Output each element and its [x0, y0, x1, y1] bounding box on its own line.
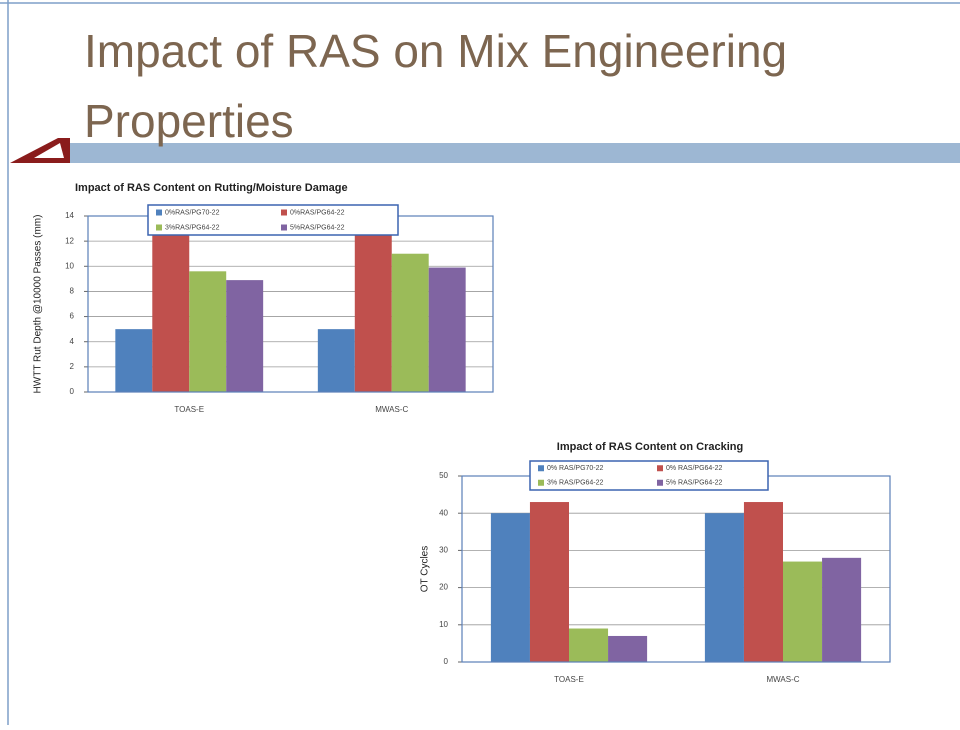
y-tick-label: 50 [439, 471, 448, 480]
x-tick-label: TOAS-E [554, 675, 584, 684]
x-tick-label: MWAS-C [766, 675, 799, 684]
y-tick-label: 30 [439, 546, 448, 555]
legend-label: 5%RAS/PG64-22 [290, 224, 345, 231]
legend-swatch [281, 224, 287, 231]
bar [354, 228, 392, 392]
y-tick-label: 4 [70, 337, 75, 346]
legend-swatch [657, 479, 663, 486]
legend-label: 3% RAS/PG64-22 [547, 480, 604, 487]
legend-swatch [538, 479, 544, 486]
bar [822, 557, 862, 662]
bar [152, 228, 190, 392]
y-tick-label: 10 [65, 261, 74, 270]
legend [147, 204, 399, 236]
legend-swatch [538, 465, 544, 472]
bar [115, 329, 153, 392]
y-tick-label: 2 [70, 362, 75, 371]
bar [569, 628, 609, 662]
legend-swatch [281, 209, 287, 216]
x-tick-label: TOAS-E [174, 405, 204, 414]
legend-label: 0% RAS/PG70-22 [547, 465, 604, 472]
bar [743, 502, 783, 662]
bar [783, 561, 823, 662]
y-tick-label: 20 [439, 583, 448, 592]
legend-label: 0%RAS/PG70-22 [165, 209, 220, 216]
legend-label: 0% RAS/PG64-22 [666, 465, 723, 472]
bar [226, 280, 264, 392]
y-tick-label: 8 [70, 287, 75, 296]
y-tick-label: 6 [70, 312, 75, 321]
legend-label: 5% RAS/PG64-22 [666, 480, 723, 487]
chart-title: Impact of RAS Content on Cracking [557, 441, 743, 453]
y-axis-label: OT Cycles [420, 546, 431, 593]
y-axis-label: HWTT Rut Depth @10000 Passes (mm) [33, 215, 44, 394]
y-tick-label: 0 [70, 387, 75, 396]
logo [34, 143, 64, 158]
bar [317, 329, 355, 392]
chart-title: Impact of RAS Content on Rutting/Moistur… [75, 182, 348, 194]
title-bar [70, 143, 960, 163]
slide-title: Impact of RAS on Mix Engineering Properti… [84, 25, 787, 147]
y-tick-label: 12 [65, 236, 74, 245]
x-tick-label: MWAS-C [375, 405, 408, 414]
y-tick-label: 0 [444, 657, 449, 666]
bar [490, 513, 530, 662]
title-line: Properties [84, 95, 294, 147]
title-line: Impact of RAS on Mix Engineering [84, 25, 787, 77]
bar [189, 271, 227, 392]
y-tick-label: 10 [439, 620, 448, 629]
bar [391, 253, 429, 392]
bar [529, 502, 569, 662]
bar [704, 513, 744, 662]
bar [608, 635, 648, 662]
y-tick-label: 14 [65, 211, 74, 220]
legend-swatch [156, 224, 162, 231]
y-tick-label: 40 [439, 508, 448, 517]
legend-label: 0%RAS/PG64-22 [290, 209, 345, 216]
legend-swatch [156, 209, 162, 216]
legend [529, 460, 769, 491]
bar [428, 267, 466, 392]
legend-swatch [657, 465, 663, 472]
legend-label: 3%RAS/PG64-22 [165, 224, 220, 231]
